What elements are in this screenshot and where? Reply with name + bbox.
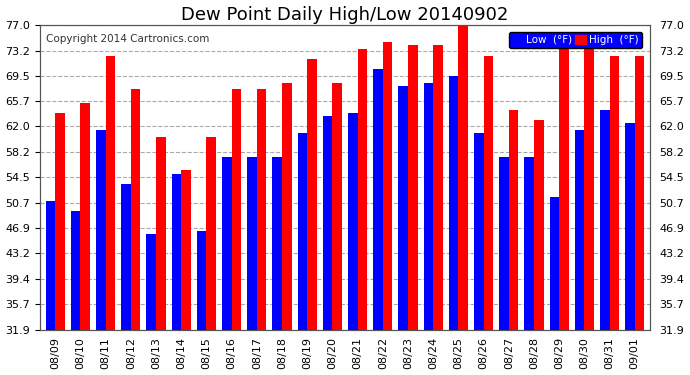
- Bar: [383, 42, 393, 330]
- Bar: [333, 82, 342, 330]
- Bar: [398, 86, 408, 330]
- Bar: [408, 45, 417, 330]
- Bar: [524, 157, 534, 330]
- Bar: [206, 136, 216, 330]
- Bar: [232, 89, 241, 330]
- Bar: [106, 56, 115, 330]
- Bar: [181, 170, 191, 330]
- Bar: [297, 133, 307, 330]
- Bar: [46, 201, 55, 330]
- Bar: [156, 136, 166, 330]
- Bar: [222, 157, 232, 330]
- Bar: [584, 49, 594, 330]
- Bar: [55, 113, 65, 330]
- Bar: [357, 49, 367, 330]
- Bar: [121, 184, 131, 330]
- Bar: [348, 113, 357, 330]
- Bar: [257, 89, 266, 330]
- Legend: Low  (°F), High  (°F): Low (°F), High (°F): [509, 32, 642, 48]
- Bar: [96, 130, 106, 330]
- Bar: [373, 69, 383, 330]
- Bar: [323, 116, 333, 330]
- Bar: [131, 89, 141, 330]
- Bar: [609, 56, 619, 330]
- Bar: [484, 56, 493, 330]
- Bar: [509, 110, 518, 330]
- Bar: [307, 59, 317, 330]
- Bar: [499, 157, 509, 330]
- Bar: [71, 211, 81, 330]
- Bar: [600, 110, 609, 330]
- Bar: [575, 130, 584, 330]
- Bar: [534, 120, 544, 330]
- Bar: [474, 133, 484, 330]
- Bar: [625, 123, 635, 330]
- Bar: [247, 157, 257, 330]
- Bar: [81, 103, 90, 330]
- Bar: [197, 231, 206, 330]
- Bar: [273, 157, 282, 330]
- Title: Dew Point Daily High/Low 20140902: Dew Point Daily High/Low 20140902: [181, 6, 509, 24]
- Bar: [448, 76, 458, 330]
- Bar: [172, 174, 181, 330]
- Bar: [282, 82, 292, 330]
- Bar: [635, 56, 644, 330]
- Bar: [433, 45, 443, 330]
- Bar: [559, 39, 569, 330]
- Bar: [549, 197, 559, 330]
- Text: Copyright 2014 Cartronics.com: Copyright 2014 Cartronics.com: [46, 34, 210, 44]
- Bar: [146, 234, 156, 330]
- Bar: [458, 22, 468, 330]
- Bar: [424, 82, 433, 330]
